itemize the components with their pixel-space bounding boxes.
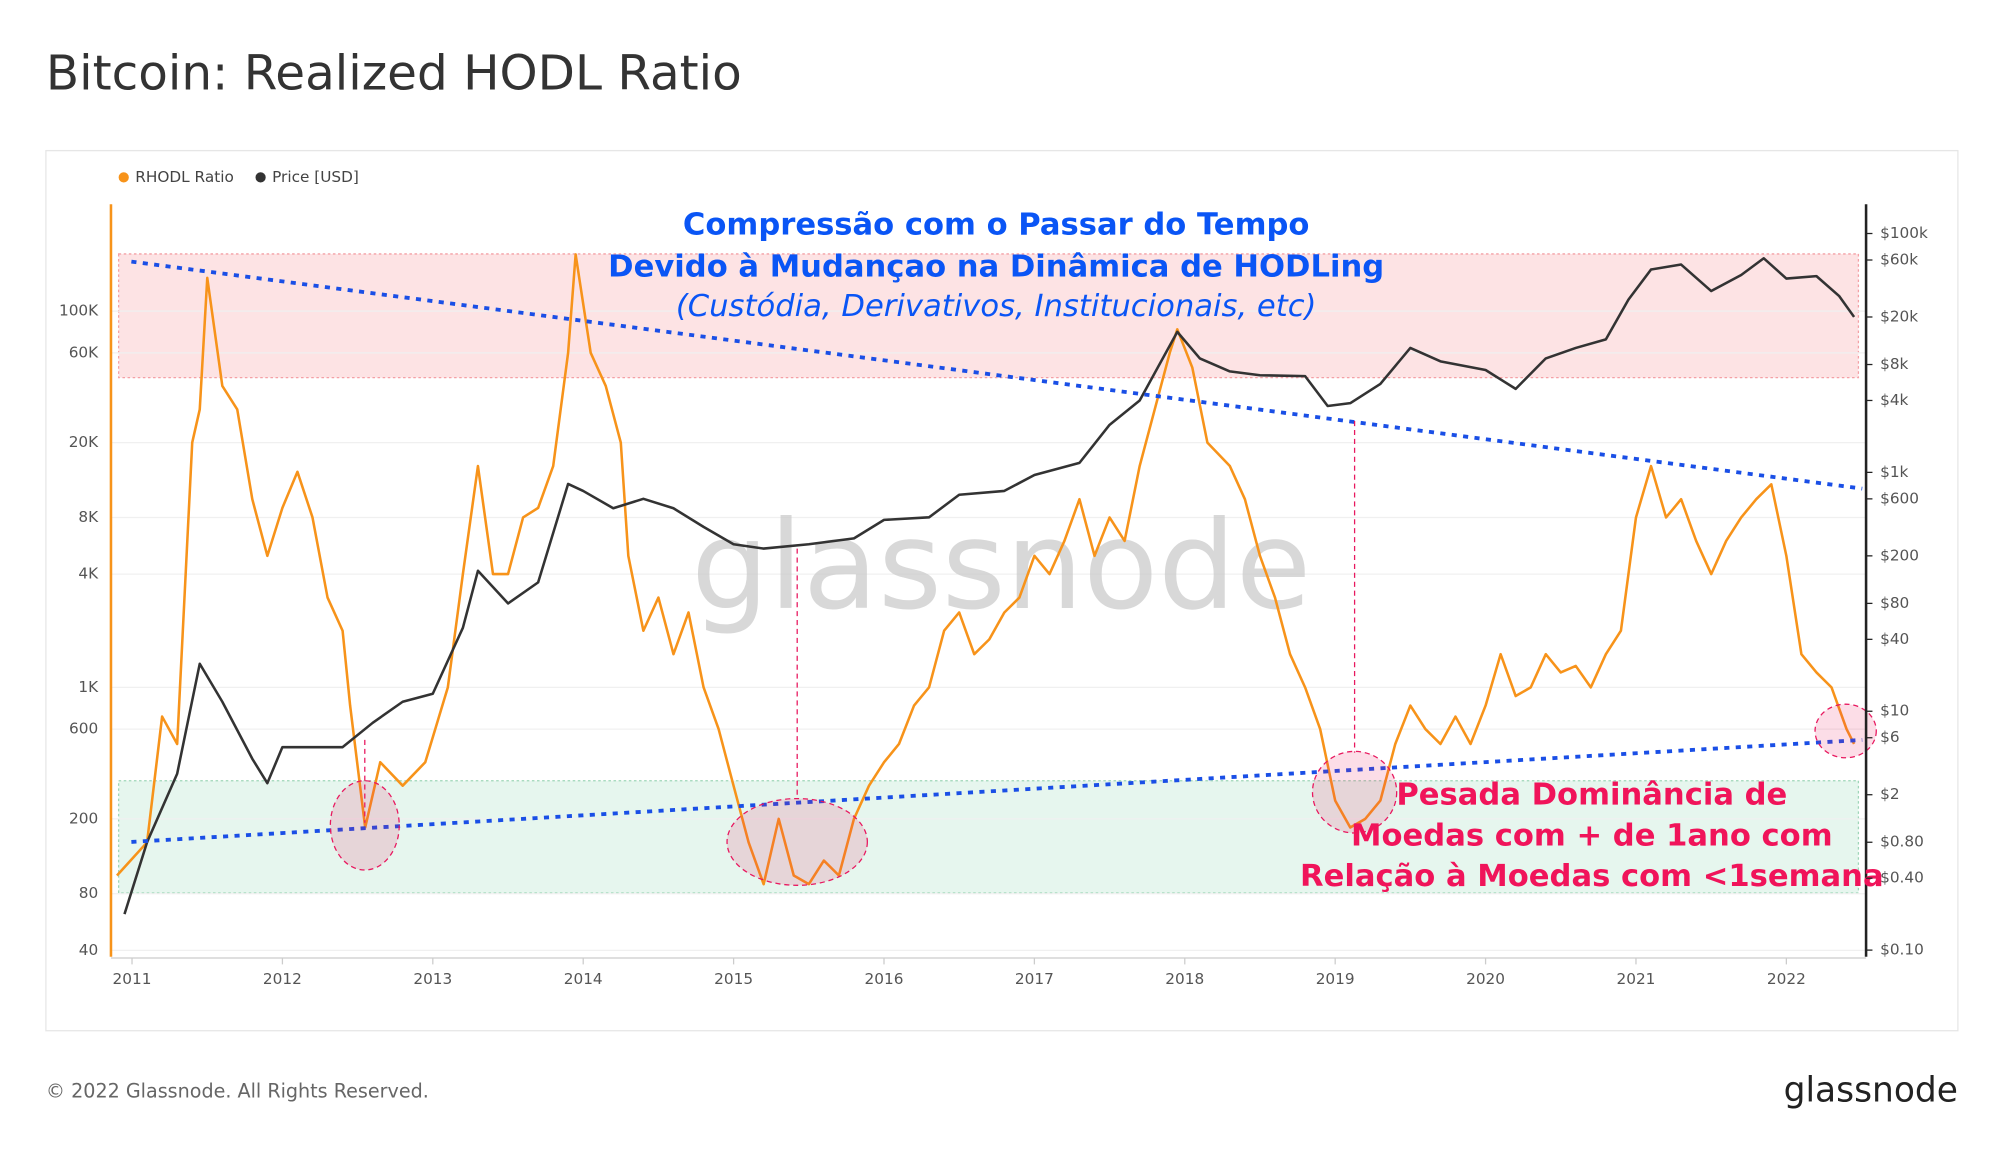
x-tick-label: 2021 (1616, 970, 1655, 988)
y-tick-label: 200 (69, 809, 98, 827)
y2-tick-label: $6 (1880, 728, 1899, 746)
y-tick-label: 80 (79, 884, 98, 902)
y2-tick-label: $100k (1880, 224, 1928, 242)
top-zone (117, 253, 1860, 379)
series-line (116, 253, 1856, 886)
y2-tick-label: $0.80 (1880, 833, 1924, 851)
legend: RHODL Ratio Price [USD] (118, 168, 359, 186)
y-tick-label: 60K (69, 343, 99, 361)
x-tick-label: 2014 (564, 970, 603, 988)
legend-label: Price [USD] (272, 168, 359, 186)
chart-frame (45, 149, 1959, 1032)
x-tick-label: 2015 (714, 970, 753, 988)
x-tick-label: 2018 (1165, 970, 1204, 988)
grid (110, 310, 1867, 952)
legend-swatch (255, 172, 266, 183)
y-tick-label: 1K (78, 678, 99, 696)
series-line (123, 256, 1856, 915)
y2-tick-label: $1k (1880, 463, 1908, 481)
bottom-zone (117, 780, 1860, 894)
x-tick-label: 2020 (1466, 970, 1505, 988)
y-tick-label: 8K (78, 508, 99, 526)
x-tick-label: 2017 (1015, 970, 1054, 988)
y2-tick-label: $8k (1880, 355, 1908, 373)
x-tick-label: 2013 (413, 970, 452, 988)
logo: glassnode (1784, 1070, 1958, 1110)
trend-line (131, 737, 1863, 844)
legend-swatch (118, 172, 129, 183)
annotation: (Custódia, Derivativos, Institucionais, … (676, 289, 1317, 324)
highlight (1814, 703, 1877, 759)
x-tick-label: 2012 (263, 970, 302, 988)
annotation: Devido à Mudançao na Dinâmica de HODLing (608, 249, 1384, 284)
y2-tick-label: $20k (1880, 307, 1918, 325)
annotation: Moedas com + de 1ano com (1351, 818, 1833, 853)
x-tick-label: 2022 (1767, 970, 1806, 988)
x-tick-label: 2011 (113, 970, 152, 988)
x-tick-label: 2019 (1316, 970, 1355, 988)
legend-label: RHODL Ratio (135, 168, 234, 186)
y2-tick-label: $80 (1880, 594, 1909, 612)
highlight (329, 780, 400, 871)
y2-tick-label: $2 (1880, 785, 1899, 803)
y2-tick-label: $60k (1880, 251, 1918, 269)
annotation-shapes (131, 259, 1877, 886)
footer: © 2022 Glassnode. All Rights Reserved. (46, 1079, 429, 1102)
series (116, 253, 1856, 915)
annotation: Relação à Moedas com <1semana (1300, 859, 1884, 894)
trend-line (131, 259, 1863, 491)
y-tick-label: 600 (69, 720, 98, 738)
watermark: glassnode (691, 494, 1311, 637)
y-tick-label: 100K (59, 302, 99, 320)
y-tick-label: 40 (79, 941, 98, 959)
y2-tick-label: $600 (1880, 489, 1919, 507)
chart-title: Bitcoin: Realized HODL Ratio (46, 46, 742, 102)
annotation: Compressão com o Passar do Tempo (683, 207, 1309, 242)
y2-tick-label: $0.10 (1880, 941, 1924, 959)
y-tick-label: 4K (78, 565, 99, 583)
zones (117, 253, 1860, 894)
x-tick-label: 2016 (865, 970, 904, 988)
annotation: Pesada Dominância de (1396, 778, 1787, 813)
highlight (1311, 750, 1398, 834)
y-tick-label: 20K (69, 433, 99, 451)
y2-tick-label: $40 (1880, 630, 1909, 648)
y2-tick-label: $200 (1880, 546, 1919, 564)
y2-tick-label: $4k (1880, 391, 1908, 409)
y2-tick-label: $10 (1880, 702, 1909, 720)
y2-tick-label: $0.40 (1880, 869, 1924, 887)
highlight (726, 797, 868, 886)
